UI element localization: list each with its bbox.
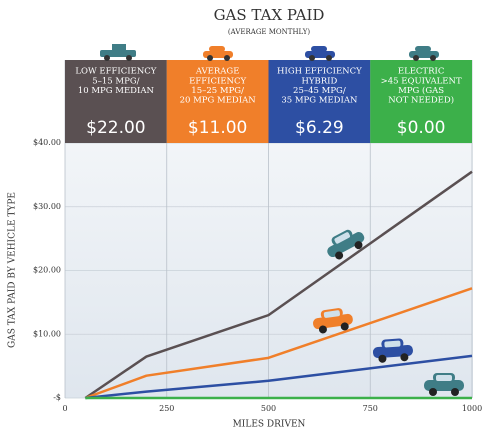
legend-label: AVERAGE xyxy=(195,67,240,77)
car-wheel xyxy=(451,388,459,396)
header-description: 15–25 MPG/ xyxy=(191,86,244,96)
header-box xyxy=(166,60,269,143)
series-line xyxy=(85,354,473,400)
car-illustration xyxy=(313,308,353,334)
x-tick-label: 1000 xyxy=(462,404,482,413)
y-tick-label: $20.00 xyxy=(33,266,61,275)
header-description: MPG (GAS xyxy=(398,85,444,96)
car-body xyxy=(327,232,365,258)
header-description: 20 MPG MEDIAN xyxy=(180,96,257,106)
header-description: 25–45 MPG/ xyxy=(293,86,346,96)
car-window xyxy=(323,310,340,318)
legend-label: ELECTRIC xyxy=(398,67,445,77)
car-icons xyxy=(100,44,439,61)
car-illustration xyxy=(424,373,464,396)
y-tick-label: $30.00 xyxy=(33,202,61,211)
header-amount: $11.00 xyxy=(188,118,247,138)
x-axis-label: MILES DRIVEN xyxy=(233,420,306,430)
chart-title: GAS TAX PAID xyxy=(214,6,325,24)
header-amount: $6.29 xyxy=(295,118,344,138)
header-description: HYBRID xyxy=(301,77,337,87)
car-wheel xyxy=(378,354,387,363)
header-box xyxy=(65,60,167,143)
x-tick-label: 0 xyxy=(62,404,67,413)
car-wheel xyxy=(340,322,349,331)
y-tick-label: $40.00 xyxy=(33,138,61,147)
header-description: EFFICIENCY xyxy=(189,77,246,87)
legend-label: LOW EFFICIENCY xyxy=(75,67,156,77)
y-tick-label: $10.00 xyxy=(33,329,61,338)
header-amount: $0.00 xyxy=(397,118,446,138)
x-tick-label: 500 xyxy=(261,404,276,413)
legend-label: HIGH EFFICIENCY xyxy=(277,67,362,77)
car-wheel xyxy=(335,251,344,260)
header-box xyxy=(370,60,472,143)
car-window xyxy=(436,375,452,381)
series-line xyxy=(84,287,473,400)
car-illustration xyxy=(327,229,365,260)
y-tick-label: -$ xyxy=(53,393,61,402)
header-description: 10 MPG MEDIAN xyxy=(78,86,155,96)
header-description: 5–15 MPG/ xyxy=(92,77,139,87)
car-window xyxy=(384,340,401,348)
header-description: NOT NEEDED) xyxy=(388,95,454,106)
car-wheel xyxy=(400,353,409,362)
y-axis-label: GAS TAX PAID BY VEHICLE TYPE xyxy=(8,192,18,348)
x-tick-label: 250 xyxy=(159,404,174,413)
header-box xyxy=(268,60,371,143)
car-window xyxy=(334,232,351,244)
header-amount: $22.00 xyxy=(86,118,145,138)
header-description: >45 EQUIVALENT xyxy=(381,77,462,87)
series-line xyxy=(84,170,473,400)
chart-subtitle: (AVERAGE MONTHLY) xyxy=(228,28,310,36)
x-tick-label: 750 xyxy=(363,404,378,413)
car-wheel xyxy=(429,388,437,396)
header-description: 35 MPG MEDIAN xyxy=(281,96,358,106)
car-illustration xyxy=(372,338,413,363)
car-wheel xyxy=(318,325,327,334)
car-wheel xyxy=(354,241,363,250)
